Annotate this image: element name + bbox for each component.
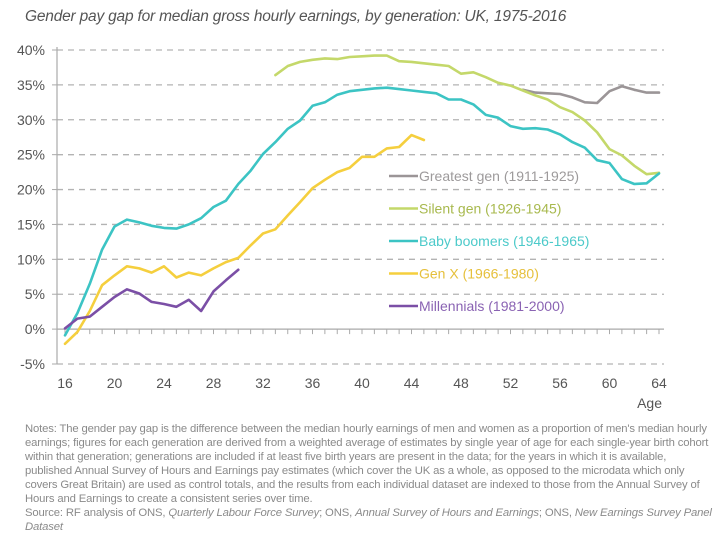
- y-tick-label: 35%: [17, 77, 45, 93]
- source-text: Source: RF analysis of ONS, Quarterly La…: [25, 507, 712, 533]
- line-chart: -5% 0% 5% 10% 15% 20% 25% 30% 35% 40% 16 20 24 28 32 3…: [17, 42, 667, 411]
- y-tick-label: 20%: [17, 182, 45, 198]
- x-tick-label: 24: [156, 375, 172, 391]
- x-tick-label: 56: [552, 375, 568, 391]
- legend-item-baby-boomers: Baby boomers (1946-1965): [389, 233, 589, 249]
- legend-label: Greatest gen (1911-1925): [419, 168, 579, 184]
- chart-title: Gender pay gap for median gross hourly e…: [25, 8, 567, 25]
- series-line-millennials: [63, 268, 240, 330]
- x-tick-label: 48: [453, 375, 469, 391]
- gridlines: [57, 49, 664, 365]
- x-tick-label: 60: [602, 375, 618, 391]
- axes: [52, 47, 664, 365]
- x-tick-label: 20: [107, 375, 123, 391]
- legend-item-greatest-gen: Greatest gen (1911-1925): [389, 168, 579, 184]
- legend-item-silent-gen: Silent gen (1926-1945): [389, 201, 561, 217]
- x-axis-tick-labels: 16 20 24 28 32 36 40 44 48 52 56 60 64: [57, 375, 667, 391]
- series-line-greatest-gen: [521, 85, 661, 105]
- x-tick-label: 40: [354, 375, 370, 391]
- series-line-baby-boomers: [63, 86, 661, 337]
- legend-label: Millennials (1981-2000): [419, 298, 565, 314]
- x-tick-label: 64: [651, 375, 667, 391]
- y-axis-tick-labels: -5% 0% 5% 10% 15% 20% 25% 30% 35% 40%: [17, 42, 45, 372]
- legend-item-millennials: Millennials (1981-2000): [389, 298, 565, 314]
- series-line-silent-gen: [274, 54, 661, 176]
- y-tick-label: 5%: [25, 286, 45, 302]
- legend-label: Silent gen (1926-1945): [419, 201, 561, 217]
- legend-label: Gen X (1966-1980): [419, 266, 539, 282]
- y-tick-label: -5%: [20, 356, 45, 372]
- series-line-gen-x: [63, 133, 426, 346]
- chart-notes: Notes: The gender pay gap is the differe…: [25, 422, 715, 534]
- x-axis-label: Age: [637, 395, 662, 411]
- y-tick-label: 15%: [17, 216, 45, 232]
- x-tick-label: 44: [404, 375, 420, 391]
- x-tick-label: 36: [305, 375, 321, 391]
- notes-text: Notes: The gender pay gap is the differe…: [25, 423, 709, 505]
- legend-item-gen-x: Gen X (1966-1980): [389, 266, 539, 282]
- x-tick-label: 16: [57, 375, 73, 391]
- y-tick-label: 0%: [25, 321, 45, 337]
- y-tick-label: 25%: [17, 147, 45, 163]
- x-tick-label: 52: [503, 375, 519, 391]
- legend: Greatest gen (1911-1925) Silent gen (1926…: [389, 168, 589, 314]
- legend-label: Baby boomers (1946-1965): [419, 233, 589, 249]
- y-tick-label: 40%: [17, 42, 45, 58]
- x-tick-label: 28: [206, 375, 222, 391]
- y-tick-label: 10%: [17, 251, 45, 267]
- x-tick-label: 32: [255, 375, 271, 391]
- y-tick-label: 30%: [17, 112, 45, 128]
- series-lines: [63, 54, 661, 346]
